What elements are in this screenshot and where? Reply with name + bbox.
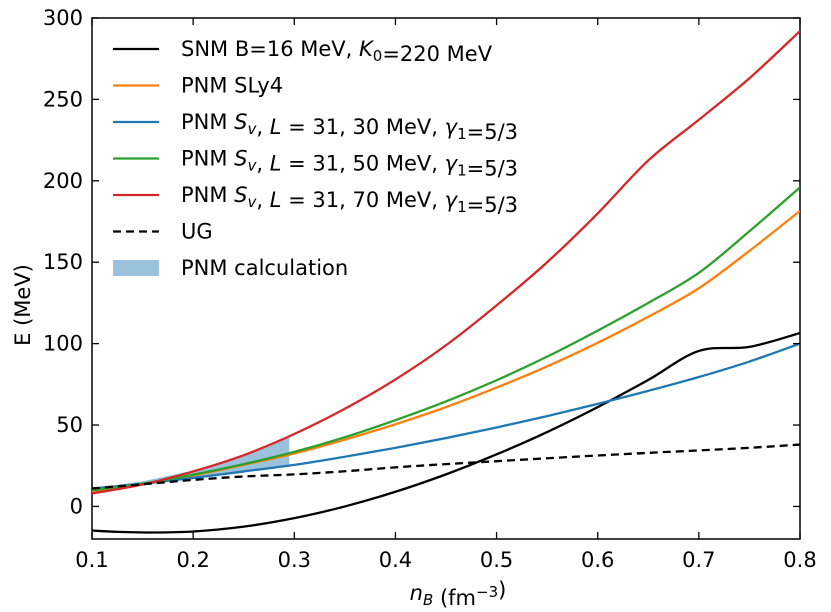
plot-area-border (91, 17, 801, 540)
x-tick-label: 0.2 (176, 548, 209, 572)
band-pnm-calculation (92, 436, 290, 492)
plot-frame (91, 17, 801, 540)
legend-label: SNM B=16 MeV, K0=220 MeV (181, 37, 493, 66)
series-line-2 (92, 342, 800, 490)
legend-label: PNM calculation (181, 256, 348, 280)
y-tick-label: 100 (43, 332, 83, 356)
x-tick-label: 0.1 (75, 548, 108, 572)
legend-label: PNM Sv, L = 31, 30 MeV, γ1=5/3 (181, 110, 518, 144)
series-line-0 (92, 331, 800, 534)
legend-item: UG (113, 220, 213, 244)
series-line-5 (92, 443, 800, 490)
legend-item: PNM Sv, L = 31, 50 MeV, γ1=5/3 (113, 147, 518, 181)
legend-swatch-band (113, 260, 159, 276)
x-tick-label: 0.7 (682, 548, 715, 572)
legend-label: PNM Sv, L = 31, 70 MeV, γ1=5/3 (181, 183, 518, 217)
y-tick-label: 0 (70, 494, 83, 518)
y-tick-label: 200 (43, 169, 83, 193)
y-tick-label: 50 (56, 413, 83, 437)
legend-label: PNM SLy4 (181, 74, 283, 98)
band-layer (92, 436, 290, 492)
x-tick-label: 0.4 (379, 548, 412, 572)
y-tick-label: 250 (43, 87, 83, 111)
series-line-4 (92, 30, 800, 495)
y-tick-label: 150 (43, 250, 83, 274)
series-layer (92, 30, 800, 534)
x-axis-label: nB (fm−3) (410, 578, 507, 610)
legend-label: PNM Sv, L = 31, 50 MeV, γ1=5/3 (181, 147, 518, 181)
ticks-layer: 0.1 0.2 0.3 0.4 0.5 0.6 0.7 0.8 0 50 100 150 200 250 3… (43, 6, 817, 572)
legend-item: PNM Sv, L = 31, 70 MeV, γ1=5/3 (113, 183, 518, 217)
legend-item: PNM Sv, L = 31, 30 MeV, γ1=5/3 (113, 110, 518, 144)
y-tick-label: 300 (43, 6, 83, 30)
legend: SNM B=16 MeV, K0=220 MeV PNM SLy4 PNM Sv, … (113, 37, 518, 280)
legend-item: PNM SLy4 (113, 74, 283, 98)
legend-label: UG (181, 220, 213, 244)
y-axis-label: E (MeV) (11, 264, 35, 346)
legend-item: PNM calculation (113, 256, 348, 280)
x-tick-label: 0.5 (480, 548, 513, 572)
legend-item: SNM B=16 MeV, K0=220 MeV (113, 37, 493, 66)
x-tick-label: 0.8 (783, 548, 816, 572)
x-tick-label: 0.6 (581, 548, 614, 572)
x-tick-label: 0.3 (278, 548, 311, 572)
series-line-3 (92, 186, 800, 492)
